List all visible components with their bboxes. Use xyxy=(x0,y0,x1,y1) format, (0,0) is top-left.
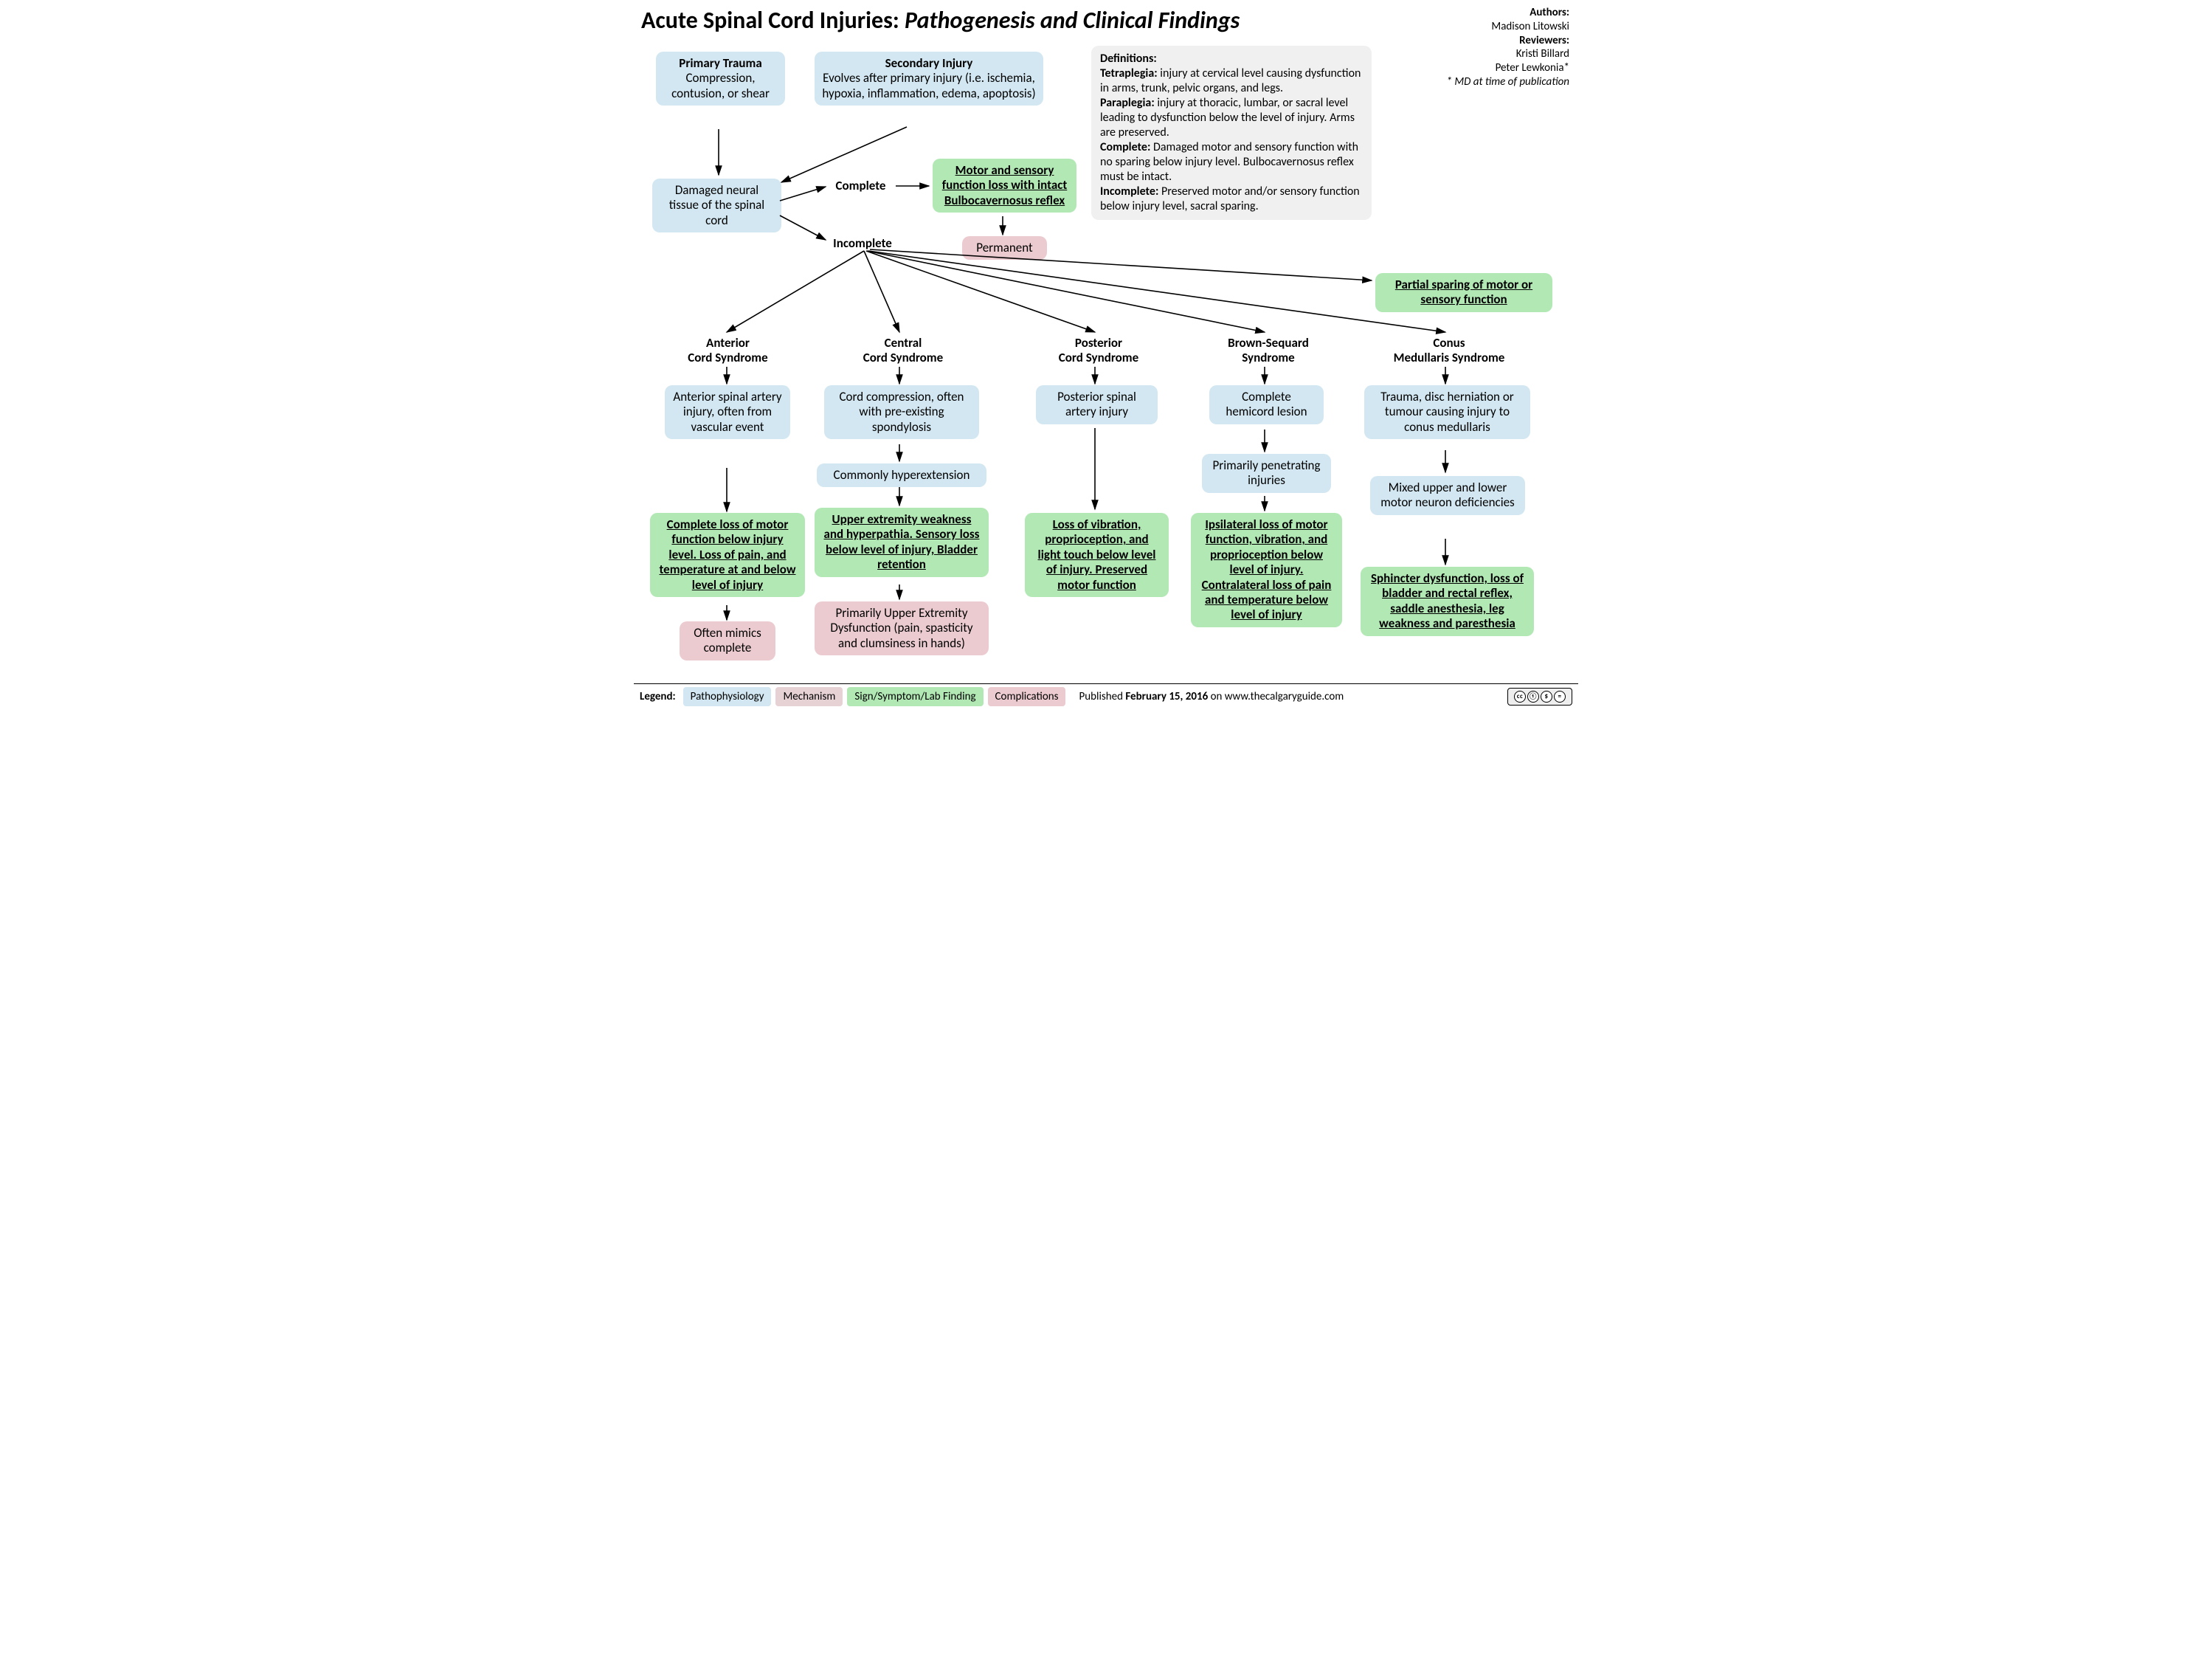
node-brown-path1: Complete hemicord lesion xyxy=(1209,385,1324,424)
secondary-body: Evolves after primary injury (i.e. ische… xyxy=(822,70,1035,100)
node-brown-sign: Ipsilateral loss of motor function, vibr… xyxy=(1191,513,1342,627)
conus-path2-text: Mixed upper and lower motor neuron defic… xyxy=(1380,480,1514,510)
brown-path2-text: Primarily penetrating injuries xyxy=(1213,458,1321,488)
node-partial-sparing: Partial sparing of motor or sensory func… xyxy=(1375,273,1552,312)
title-plain: Acute Spinal Cord Injuries: xyxy=(641,6,905,35)
head-anterior: Anterior Cord Syndrome xyxy=(674,336,781,365)
node-motor-sensory: Motor and sensory function loss with int… xyxy=(933,159,1076,213)
defs-para-h: Paraplegia: xyxy=(1100,96,1155,110)
central-path1-text: Cord compression, often with pre-existin… xyxy=(839,389,964,435)
node-secondary-injury: Secondary Injury Evolves after primary i… xyxy=(815,52,1043,106)
defs-heading: Definitions: xyxy=(1100,52,1157,66)
page-title: Acute Spinal Cord Injuries: Pathogenesis… xyxy=(641,6,1240,35)
node-conus-path2: Mixed upper and lower motor neuron defic… xyxy=(1370,476,1525,515)
label-incomplete: Incomplete xyxy=(822,236,903,251)
primary-trauma-head: Primary Trauma xyxy=(663,56,778,71)
credits-note: * MD at time of publication xyxy=(1446,75,1569,89)
node-central-comp: Primarily Upper Extremity Dysfunction (p… xyxy=(815,601,989,655)
node-central-path2: Commonly hyperextension xyxy=(817,463,986,487)
motor-sensory-text: Motor and sensory function loss with int… xyxy=(942,162,1068,208)
footer-legend: Legend: Pathophysiology Mechanism Sign/S… xyxy=(634,683,1578,708)
legend-mechanism: Mechanism xyxy=(775,687,843,706)
brown-path1-text: Complete hemicord lesion xyxy=(1226,389,1307,419)
defs-tetra-h: Tetraplegia: xyxy=(1100,66,1158,80)
node-anterior-path: Anterior spinal artery injury, often fro… xyxy=(665,385,790,439)
pub-pre: Published xyxy=(1079,690,1125,703)
label-complete: Complete xyxy=(826,179,896,193)
reviewer-2: Peter Lewkonia* xyxy=(1446,61,1569,75)
posterior-sign-text: Loss of vibration, proprioception, and l… xyxy=(1038,517,1156,593)
conus-sign-text: Sphincter dysfunction, loss of bladder a… xyxy=(1371,570,1524,631)
node-brown-path2: Primarily penetrating injuries xyxy=(1202,454,1331,493)
reviewers-hdr: Reviewers: xyxy=(1446,34,1569,48)
anterior-comp-text: Often mimics complete xyxy=(694,625,761,655)
node-primary-trauma: Primary Trauma Compression, contusion, o… xyxy=(656,52,785,106)
conus-path1-text: Trauma, disc herniation or tumour causin… xyxy=(1380,389,1513,435)
page-root: Acute Spinal Cord Injuries: Pathogenesis… xyxy=(634,0,1578,708)
node-posterior-sign: Loss of vibration, proprioception, and l… xyxy=(1025,513,1169,597)
node-anterior-sign: Complete loss of motor function below in… xyxy=(650,513,805,597)
title-italic: Pathogenesis and Clinical Findings xyxy=(905,6,1240,35)
node-conus-sign: Sphincter dysfunction, loss of bladder a… xyxy=(1361,567,1534,636)
secondary-head: Secondary Injury xyxy=(822,56,1036,71)
permanent-text: Permanent xyxy=(976,240,1032,255)
head-brown-sequard: Brown-Sequard Syndrome xyxy=(1209,336,1327,365)
head-conus: Conus Medullaris Syndrome xyxy=(1375,336,1523,365)
damaged-text: Damaged neural tissue of the spinal cord xyxy=(669,182,764,228)
central-path2-text: Commonly hyperextension xyxy=(834,467,970,483)
pub-date: February 15, 2016 xyxy=(1125,690,1208,703)
anterior-path-text: Anterior spinal artery injury, often fro… xyxy=(673,389,781,435)
node-permanent: Permanent xyxy=(962,236,1047,260)
defs-incomp-h: Incomplete: xyxy=(1100,184,1158,199)
anterior-sign-text: Complete loss of motor function below in… xyxy=(659,517,795,593)
definitions-box: Definitions: Tetraplegia: injury at cerv… xyxy=(1091,46,1372,220)
central-sign-text: Upper extremity weakness and hyperpathia… xyxy=(824,511,980,572)
pub-post: on www.thecalgaryguide.com xyxy=(1208,690,1344,703)
node-central-sign: Upper extremity weakness and hyperpathia… xyxy=(815,508,989,577)
node-posterior-path: Posterior spinal artery injury xyxy=(1036,385,1158,424)
legend-complications: Complications xyxy=(988,687,1066,706)
legend-published: Published February 15, 2016 on www.theca… xyxy=(1079,690,1344,703)
legend-sign: Sign/Symptom/Lab Finding xyxy=(847,687,983,706)
authors: Madison Litowski xyxy=(1446,20,1569,34)
head-posterior: Posterior Cord Syndrome xyxy=(1040,336,1158,365)
legend-pathophysiology: Pathophysiology xyxy=(683,687,772,706)
node-damaged-tissue: Damaged neural tissue of the spinal cord xyxy=(652,179,781,232)
partial-sparing-text: Partial sparing of motor or sensory func… xyxy=(1395,277,1532,307)
primary-trauma-body: Compression, contusion, or shear xyxy=(671,70,770,100)
posterior-path-text: Posterior spinal artery injury xyxy=(1057,389,1136,419)
legend-label: Legend: xyxy=(640,690,676,703)
authors-hdr: Authors: xyxy=(1446,6,1569,20)
reviewer-1: Kristi Billard xyxy=(1446,47,1569,61)
head-central: Central Cord Syndrome xyxy=(844,336,962,365)
node-conus-path1: Trauma, disc herniation or tumour causin… xyxy=(1364,385,1530,439)
cc-license-icon: cc①$= xyxy=(1507,688,1572,706)
credits-block: Authors: Madison Litowski Reviewers: Kri… xyxy=(1446,6,1569,89)
brown-sign-text: Ipsilateral loss of motor function, vibr… xyxy=(1202,517,1332,622)
node-anterior-comp: Often mimics complete xyxy=(680,621,775,661)
central-comp-text: Primarily Upper Extremity Dysfunction (p… xyxy=(830,605,972,651)
defs-comp-h: Complete: xyxy=(1100,140,1150,154)
node-central-path1: Cord compression, often with pre-existin… xyxy=(824,385,979,439)
